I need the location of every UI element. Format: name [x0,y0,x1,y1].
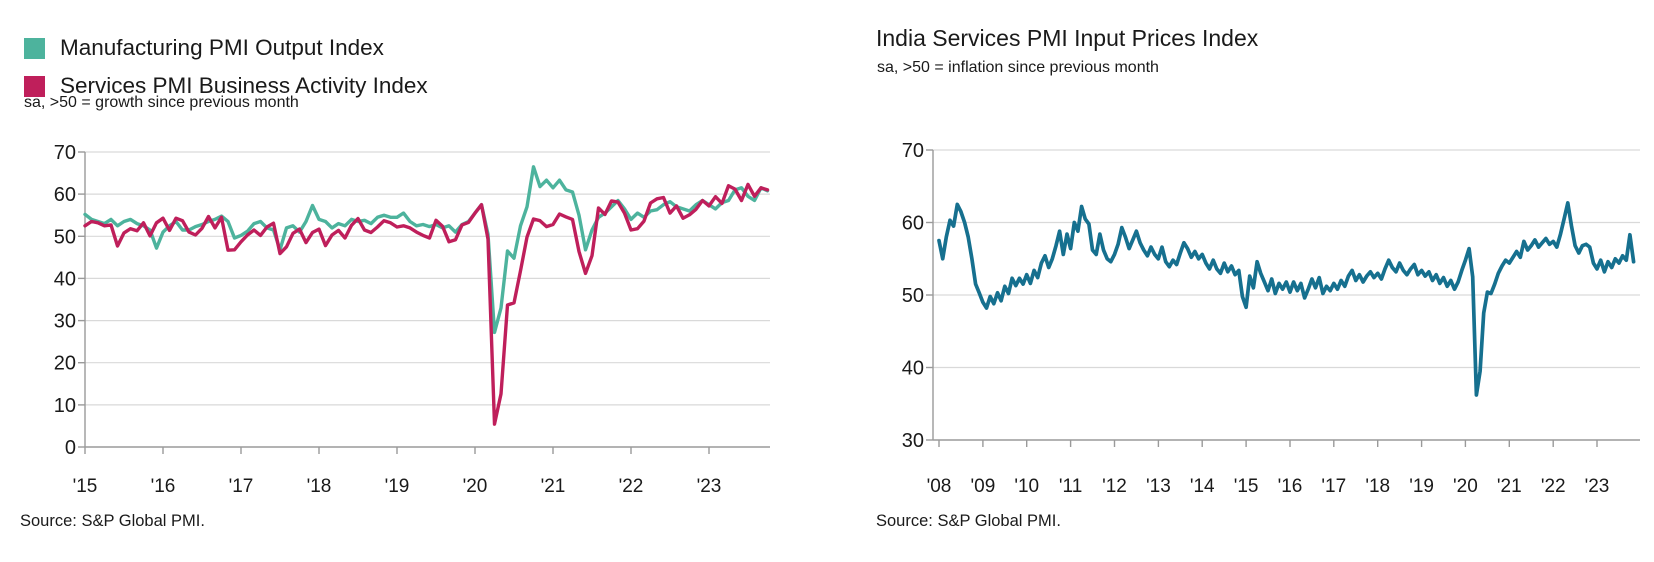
x-tick-label: '08 [927,476,952,497]
x-tick-label: '17 [1321,476,1346,497]
x-tick-label: '16 [151,476,176,497]
x-tick-label: '14 [1190,476,1215,497]
right-chart-subtitle: sa, >50 = inflation since previous month [877,59,1159,76]
x-tick-label: '15 [73,476,98,497]
y-tick-label: 60 [902,213,924,235]
y-tick-labels: 30 40 50 60 70 [902,140,924,452]
y-tick-label: 30 [902,430,924,452]
legend-item-services: Services PMI Business Activity Index [24,71,428,101]
x-tick-labels: '08 '09 '10 '11 '12 '13 '14 '15 '16 '17 '18 '19 '20 '… [927,476,1610,497]
x-tick-label: '20 [463,476,488,497]
x-tick-label: '19 [1409,476,1434,497]
services-pmi-business-activity-index-line [83,182,770,426]
x-tick-label: '16 [1278,476,1303,497]
x-tick-label: '18 [1365,476,1390,497]
x-tick-label: '17 [229,476,254,497]
right-chart-source: Source: S&P Global PMI. [876,512,1061,530]
right-chart-title: India Services PMI Input Prices Index [876,25,1259,51]
y-tick-label: 60 [54,184,76,206]
y-tick-label: 50 [902,285,924,307]
x-tick-label: '15 [1234,476,1259,497]
manufacturing-series-swatch [24,37,45,59]
manufacturing-pmi-output-index-line [83,165,770,335]
y-tick-labels: 0 10 20 30 40 50 60 70 [54,142,76,459]
y-tick-label: 0 [65,437,76,459]
x-tick-label: '23 [1585,476,1610,497]
y-tick-label: 50 [54,226,76,248]
x-tick-labels: '15 '16 '17 '18 '19 '20 '21 '22 '23 [73,476,722,497]
x-tick-label: '21 [541,476,566,497]
chart-legend: Manufacturing PMI Output Index Services … [24,33,428,109]
services-series-swatch [24,75,45,97]
x-tick-label: '18 [307,476,332,497]
legend-item-manufacturing: Manufacturing PMI Output Index [24,33,428,63]
x-tick-label: '22 [619,476,644,497]
y-tick-label: 20 [54,353,76,375]
y-tick-label: 70 [902,140,924,162]
x-tick-label: '10 [1014,476,1039,497]
left-chart-subtitle: sa, >50 = growth since previous month [24,94,299,111]
x-tick-label: '23 [697,476,722,497]
x-tick-label: '22 [1541,476,1566,497]
legend-label-manufacturing: Manufacturing PMI Output Index [60,34,384,60]
x-tick-label: '19 [385,476,410,497]
input-prices-chart: 30 40 50 60 70 '08 '09 '10 '11 '12 '13 '14 '15 '16 '17… [902,140,1640,497]
y-tick-label: 10 [54,395,76,417]
y-tick-label: 40 [902,358,924,380]
x-tick-label: '09 [971,476,996,497]
india-services-pmi-input-prices-index-line [937,201,1636,397]
y-gridlines [85,151,770,406]
y-tick-label: 40 [54,268,76,290]
legend-label-services: Services PMI Business Activity Index [60,72,428,98]
x-tick-label: '12 [1102,476,1127,497]
y-gridlines [933,149,1640,369]
x-tick-label: '20 [1453,476,1478,497]
x-tick-label: '21 [1497,476,1522,497]
y-tick-label: 30 [54,311,76,333]
x-tick-label: '11 [1059,476,1082,497]
axes [926,149,1640,447]
axes [78,151,770,454]
left-chart-source: Source: S&P Global PMI. [20,512,205,530]
y-tick-label: 70 [54,142,76,164]
x-tick-label: '13 [1146,476,1171,497]
